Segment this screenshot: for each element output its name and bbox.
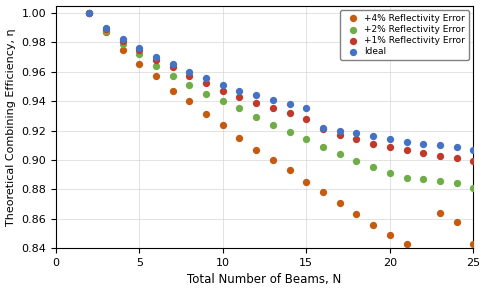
Ideal (269, 97, 277, 102)
+4% Reflectivity Error (302, 180, 310, 184)
+4% Reflectivity Error (319, 190, 327, 195)
+1% Reflectivity Error (136, 47, 143, 52)
+2% Reflectivity Error (436, 178, 444, 183)
+4% Reflectivity Error (169, 88, 176, 93)
+1% Reflectivity Error (436, 153, 444, 158)
+4% Reflectivity Error (336, 200, 344, 205)
+1% Reflectivity Error (419, 150, 427, 155)
+2% Reflectivity Error (136, 52, 143, 56)
+2% Reflectivity Error (186, 83, 193, 87)
Legend: +4% Reflectivity Error, +2% Reflectivity Error, +1% Reflectivity Error, Ideal: +4% Reflectivity Error, +2% Reflectivity… (340, 10, 469, 60)
Ideal (152, 55, 160, 59)
+2% Reflectivity Error (403, 175, 411, 180)
+1% Reflectivity Error (119, 39, 126, 43)
+1% Reflectivity Error (336, 133, 344, 137)
Ideal (302, 106, 310, 111)
Ideal (386, 137, 394, 142)
Ideal (436, 143, 444, 147)
+1% Reflectivity Error (102, 27, 110, 32)
Ideal (419, 141, 427, 146)
Ideal (236, 88, 243, 93)
+1% Reflectivity Error (302, 117, 310, 121)
Ideal (336, 128, 344, 133)
+4% Reflectivity Error (369, 222, 377, 227)
+4% Reflectivity Error (286, 168, 294, 173)
+4% Reflectivity Error (119, 47, 126, 52)
+2% Reflectivity Error (169, 74, 176, 79)
+2% Reflectivity Error (219, 99, 226, 103)
+2% Reflectivity Error (453, 181, 461, 186)
Ideal (85, 11, 93, 15)
+2% Reflectivity Error (419, 177, 427, 181)
+1% Reflectivity Error (202, 81, 210, 86)
+1% Reflectivity Error (269, 106, 277, 111)
+2% Reflectivity Error (252, 115, 260, 120)
Ideal (202, 75, 210, 80)
+4% Reflectivity Error (202, 112, 210, 117)
+2% Reflectivity Error (85, 11, 93, 15)
+4% Reflectivity Error (186, 99, 193, 103)
+2% Reflectivity Error (152, 63, 160, 68)
Ideal (319, 125, 327, 130)
+2% Reflectivity Error (369, 165, 377, 170)
+2% Reflectivity Error (236, 106, 243, 111)
+1% Reflectivity Error (319, 127, 327, 131)
+4% Reflectivity Error (436, 211, 444, 215)
+1% Reflectivity Error (186, 74, 193, 79)
+1% Reflectivity Error (85, 11, 93, 15)
+1% Reflectivity Error (469, 159, 477, 164)
+2% Reflectivity Error (102, 28, 110, 33)
+4% Reflectivity Error (419, 252, 427, 256)
+2% Reflectivity Error (202, 91, 210, 96)
+2% Reflectivity Error (352, 159, 360, 164)
+4% Reflectivity Error (453, 219, 461, 224)
Ideal (286, 102, 294, 106)
+4% Reflectivity Error (269, 158, 277, 162)
+2% Reflectivity Error (286, 130, 294, 134)
+4% Reflectivity Error (252, 147, 260, 152)
+4% Reflectivity Error (85, 11, 93, 15)
Ideal (169, 62, 176, 67)
Ideal (403, 140, 411, 145)
+4% Reflectivity Error (352, 212, 360, 217)
Y-axis label: Theoretical Combining Efficiency, η: Theoretical Combining Efficiency, η (5, 28, 16, 226)
Ideal (119, 37, 126, 42)
+1% Reflectivity Error (369, 141, 377, 146)
+4% Reflectivity Error (386, 233, 394, 237)
Ideal (252, 93, 260, 98)
Ideal (369, 134, 377, 139)
+2% Reflectivity Error (302, 137, 310, 142)
+4% Reflectivity Error (136, 62, 143, 67)
+4% Reflectivity Error (152, 74, 160, 79)
Ideal (102, 25, 110, 30)
+2% Reflectivity Error (386, 171, 394, 175)
X-axis label: Total Number of Beams, N: Total Number of Beams, N (188, 273, 342, 286)
+2% Reflectivity Error (119, 41, 126, 46)
+2% Reflectivity Error (269, 122, 277, 127)
+4% Reflectivity Error (469, 241, 477, 246)
+4% Reflectivity Error (219, 122, 226, 127)
+4% Reflectivity Error (403, 241, 411, 246)
+1% Reflectivity Error (403, 147, 411, 152)
+1% Reflectivity Error (453, 156, 461, 161)
+2% Reflectivity Error (469, 185, 477, 190)
Ideal (219, 83, 226, 87)
+1% Reflectivity Error (152, 58, 160, 62)
Ideal (186, 69, 193, 74)
+2% Reflectivity Error (319, 144, 327, 149)
Ideal (469, 147, 477, 152)
Ideal (352, 131, 360, 136)
Ideal (453, 144, 461, 149)
+1% Reflectivity Error (386, 144, 394, 149)
+1% Reflectivity Error (236, 94, 243, 99)
+2% Reflectivity Error (336, 152, 344, 157)
+4% Reflectivity Error (102, 30, 110, 34)
+1% Reflectivity Error (286, 111, 294, 115)
+4% Reflectivity Error (236, 135, 243, 140)
+1% Reflectivity Error (252, 100, 260, 105)
+1% Reflectivity Error (219, 88, 226, 93)
Ideal (136, 46, 143, 51)
+1% Reflectivity Error (352, 137, 360, 142)
+1% Reflectivity Error (169, 65, 176, 70)
